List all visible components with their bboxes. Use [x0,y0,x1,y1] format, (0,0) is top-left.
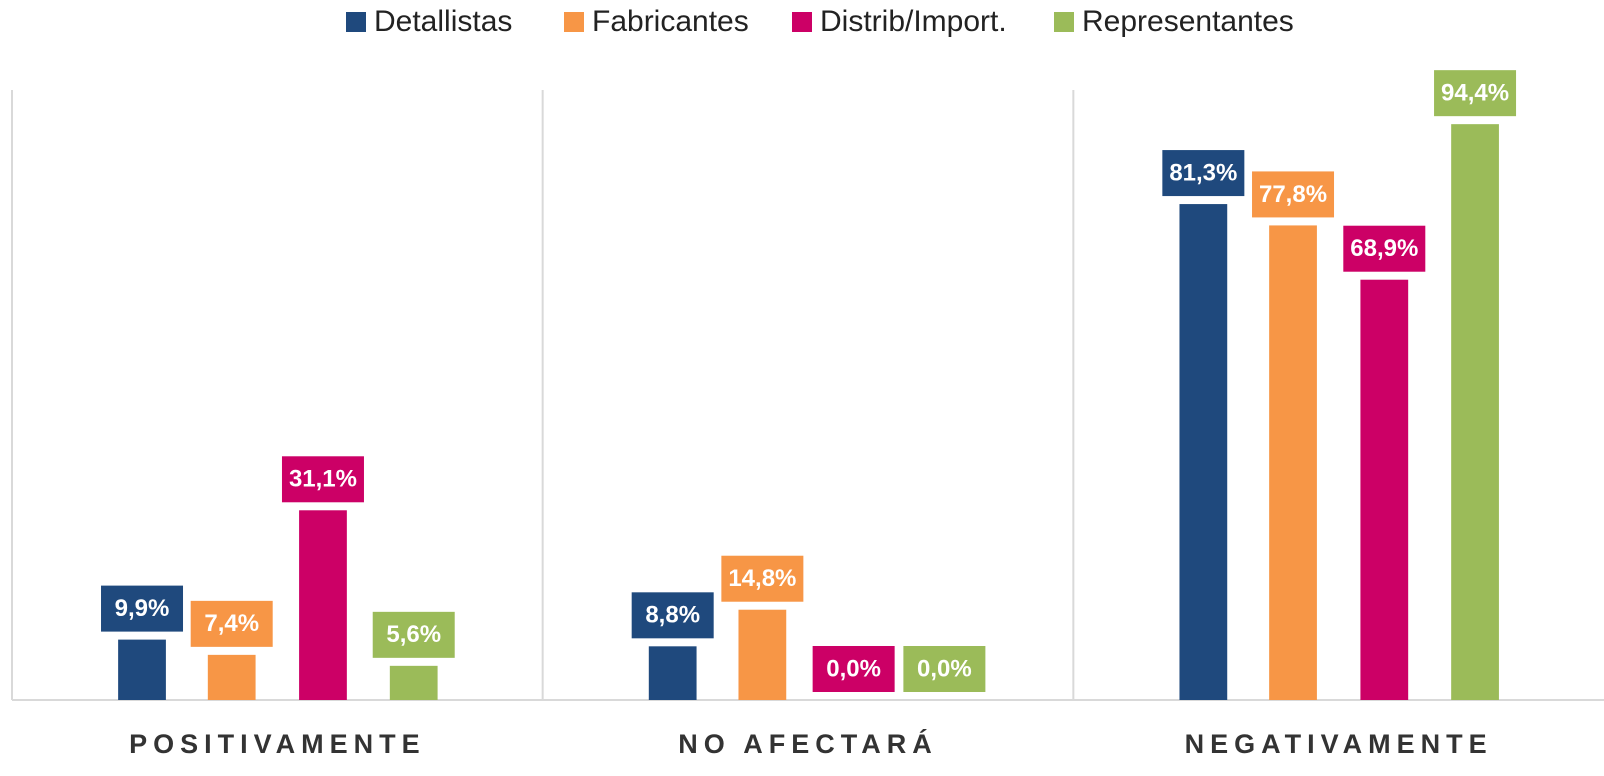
bar [389,665,438,700]
data-label: 9,9% [115,595,170,622]
data-label-box [281,456,364,503]
data-label-box [903,646,986,692]
bar [1179,204,1228,700]
bar [648,646,697,700]
legend-label: Detallistas [374,5,512,38]
legend-label: Representantes [1082,5,1294,38]
data-label: 81,3% [1169,159,1237,186]
data-label: 68,9% [1350,235,1418,262]
legend-label: Distrib/Import. [820,5,1007,38]
data-label-box [1162,150,1245,197]
data-label: 77,8% [1259,181,1327,208]
data-label: 31,1% [289,466,357,493]
data-label: 0,0% [826,655,881,682]
x-tick-label: NO AFECTARÁ [678,728,937,759]
data-label-box [1434,70,1517,117]
x-tick-label: POSITIVAMENTE [129,729,426,759]
legend-swatch [792,12,812,32]
legend-swatch [564,12,584,32]
x-tick-label: NEGATIVAMENTE [1185,729,1493,759]
bar [738,609,787,700]
legend-swatch [346,12,366,32]
bar [1360,279,1409,700]
legend-label: Fabricantes [592,5,749,38]
bar [1451,124,1499,700]
data-label-box [1343,225,1426,272]
data-label-box [631,592,714,639]
legend-swatch [1054,12,1074,32]
data-label: 8,8% [645,602,700,629]
data-label-box [190,600,273,647]
data-label: 14,8% [728,565,796,592]
data-label-box [721,555,804,602]
data-label-box [1252,171,1335,218]
data-label-box [372,611,455,658]
data-label: 5,6% [386,621,441,648]
bar [118,639,166,700]
data-label-box [812,646,895,692]
data-label: 0,0% [917,655,972,682]
data-label: 7,4% [204,610,259,637]
bar [1269,225,1317,701]
bar [299,510,347,700]
data-label-box [101,585,184,632]
data-label: 94,4% [1441,80,1509,107]
bar [207,654,256,700]
